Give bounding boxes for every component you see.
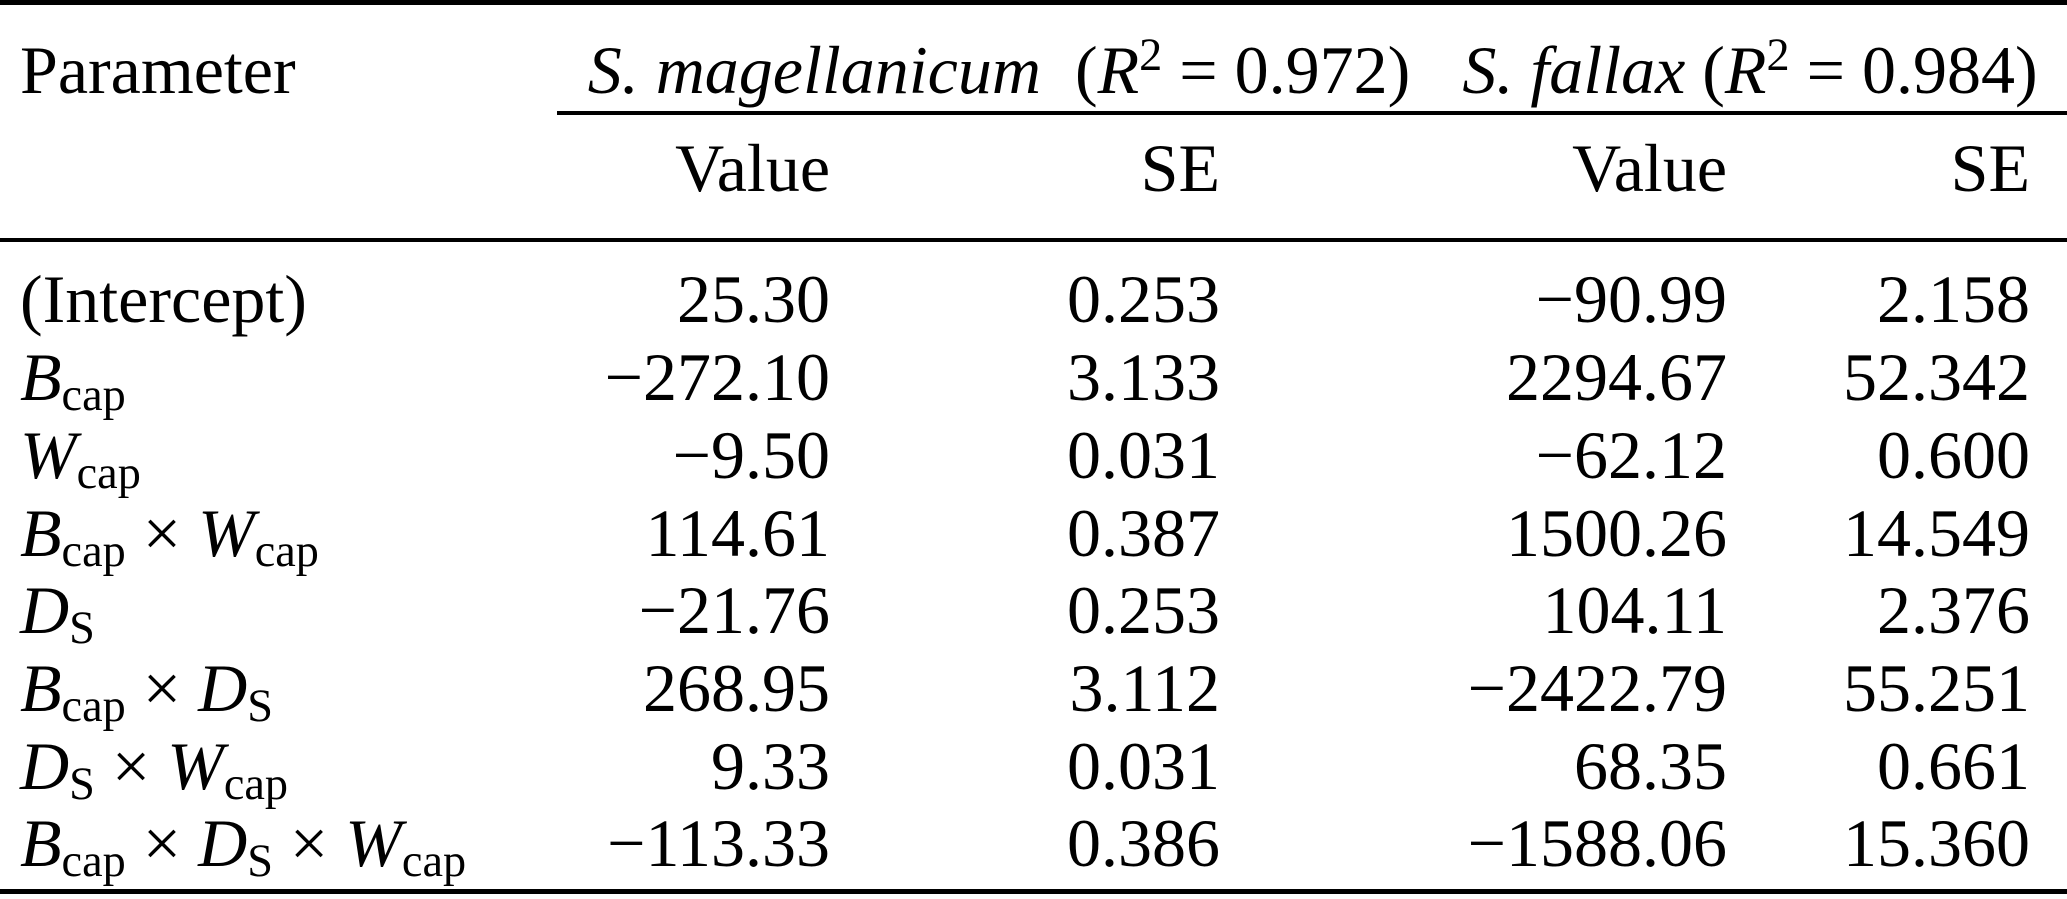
table-row: Bcap × Wcap 114.61 0.387 1500.26 14.549 xyxy=(0,493,2067,578)
value-cell-fallax: −1588.06 xyxy=(1467,805,1727,881)
se-cell-fallax: 14.549 xyxy=(1843,495,2030,571)
param-label: (Intercept) xyxy=(20,261,307,337)
se-cell-magellanicum: 0.031 xyxy=(1067,728,1220,804)
header-body-divider-rule xyxy=(0,238,2067,242)
value-cell-magellanicum: −272.10 xyxy=(604,339,830,415)
se-cell-fallax: 2.158 xyxy=(1877,261,2030,337)
table-bottom-rule xyxy=(0,889,2067,894)
group-header-s-fallax: S. fallax (R2 = 0.984) xyxy=(1462,29,2038,108)
value-cell-magellanicum: 25.30 xyxy=(677,261,830,337)
param-label: Bcap × DS xyxy=(20,650,273,733)
table-row: Bcap −272.10 3.133 2294.67 52.342 xyxy=(0,337,2067,422)
se-cell-magellanicum: 0.387 xyxy=(1067,495,1220,571)
se-cell-fallax: 0.600 xyxy=(1877,417,2030,493)
group-header-s-magellanicum: S. magellanicum (R2 = 0.972) xyxy=(587,29,1411,108)
column-header-parameter: Parameter xyxy=(20,32,296,108)
table-row: Bcap × DS × Wcap −113.33 0.386 −1588.06 … xyxy=(0,803,2067,888)
param-label: Bcap × Wcap xyxy=(20,495,319,578)
se-cell-magellanicum: 0.253 xyxy=(1067,261,1220,337)
table-top-rule xyxy=(0,0,2067,5)
value-cell-magellanicum: −21.76 xyxy=(638,572,830,648)
column-header-se-magellanicum: SE xyxy=(1140,130,1220,206)
se-cell-magellanicum: 3.133 xyxy=(1067,339,1220,415)
param-label: Wcap xyxy=(20,417,141,500)
table-row: (Intercept) 25.30 0.253 −90.99 2.158 xyxy=(0,259,2067,339)
se-cell-magellanicum: 0.031 xyxy=(1067,417,1220,493)
table-row: DS −21.76 0.253 104.11 2.376 xyxy=(0,570,2067,655)
value-cell-magellanicum: −113.33 xyxy=(607,805,830,881)
se-cell-magellanicum: 3.112 xyxy=(1069,650,1220,726)
column-header-value-magellanicum: Value xyxy=(675,130,830,206)
value-cell-fallax: −90.99 xyxy=(1535,261,1727,337)
se-cell-magellanicum: 0.253 xyxy=(1067,572,1220,648)
table-row: DS × Wcap 9.33 0.031 68.35 0.661 xyxy=(0,726,2067,811)
value-cell-magellanicum: 114.61 xyxy=(645,495,830,571)
param-label: DS × Wcap xyxy=(20,728,289,811)
table-row: Bcap × DS 268.95 3.112 −2422.79 55.251 xyxy=(0,648,2067,733)
subheader-row: Value SE Value SE xyxy=(0,128,2067,208)
value-cell-fallax: 68.35 xyxy=(1574,728,1727,804)
group-header-underline-rule xyxy=(557,111,2067,115)
column-header-value-fallax: Value xyxy=(1572,130,1727,206)
value-cell-fallax: −2422.79 xyxy=(1467,650,1727,726)
param-label: Bcap xyxy=(20,339,126,422)
se-cell-fallax: 55.251 xyxy=(1843,650,2030,726)
value-cell-fallax: 104.11 xyxy=(1542,572,1727,648)
group-header-row: Parameter S. magellanicum (R2 = 0.972) S… xyxy=(0,30,2067,110)
se-cell-magellanicum: 0.386 xyxy=(1067,805,1220,881)
param-label: Bcap × DS × Wcap xyxy=(20,805,467,888)
column-header-se-fallax: SE xyxy=(1950,130,2030,206)
se-cell-fallax: 0.661 xyxy=(1877,728,2030,804)
value-cell-magellanicum: 268.95 xyxy=(643,650,830,726)
value-cell-magellanicum: −9.50 xyxy=(672,417,830,493)
table-row: Wcap −9.50 0.031 −62.12 0.600 xyxy=(0,415,2067,500)
se-cell-fallax: 52.342 xyxy=(1843,339,2030,415)
value-cell-magellanicum: 9.33 xyxy=(711,728,830,804)
param-label: DS xyxy=(20,572,95,655)
value-cell-fallax: 2294.67 xyxy=(1506,339,1727,415)
value-cell-fallax: 1500.26 xyxy=(1506,495,1727,571)
se-cell-fallax: 2.376 xyxy=(1877,572,2030,648)
value-cell-fallax: −62.12 xyxy=(1535,417,1727,493)
se-cell-fallax: 15.360 xyxy=(1843,805,2030,881)
